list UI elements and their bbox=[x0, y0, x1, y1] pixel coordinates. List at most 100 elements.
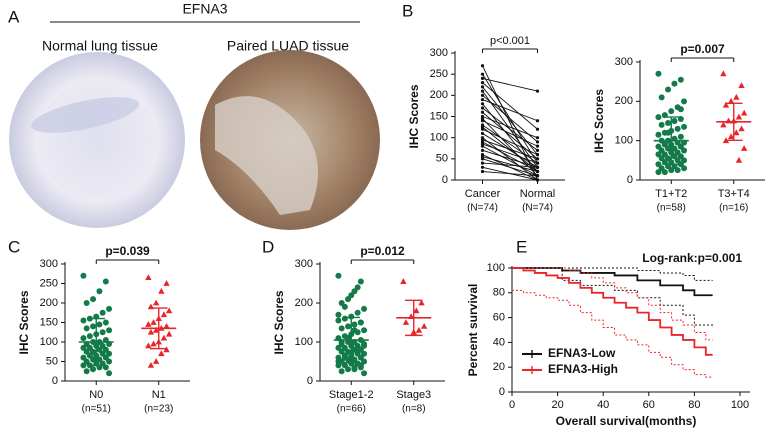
panel-letter: D bbox=[262, 237, 274, 256]
data-point bbox=[86, 333, 93, 340]
data-point bbox=[150, 319, 157, 325]
pair-point bbox=[535, 148, 540, 152]
data-point bbox=[158, 287, 165, 294]
tissue-detail bbox=[215, 96, 318, 215]
pair-line bbox=[482, 116, 538, 139]
y-tick-label: 200 bbox=[40, 297, 58, 309]
y-tick-label: 100 bbox=[295, 336, 313, 348]
x-tick-label: Stage1-2 bbox=[329, 389, 374, 401]
pair-point bbox=[480, 165, 485, 169]
data-point bbox=[152, 299, 160, 306]
data-point bbox=[106, 358, 113, 365]
data-point bbox=[80, 362, 87, 369]
y-tick-label: 300 bbox=[40, 258, 58, 270]
data-point bbox=[413, 307, 420, 314]
data-point bbox=[727, 97, 735, 104]
pair-point bbox=[535, 178, 540, 182]
data-point bbox=[674, 125, 681, 132]
x-tick-label: N0 bbox=[89, 389, 103, 401]
y-tick-label: 150 bbox=[430, 110, 448, 122]
data-point bbox=[335, 358, 342, 365]
pair-point bbox=[480, 161, 485, 165]
panel-letter: C bbox=[8, 237, 20, 256]
y-tick-label: 0 bbox=[52, 375, 58, 387]
pair-line bbox=[482, 156, 538, 172]
data-point bbox=[415, 326, 423, 333]
data-point bbox=[677, 76, 684, 83]
y-tick-label: 300 bbox=[615, 56, 633, 68]
data-point bbox=[348, 313, 355, 320]
data-point bbox=[335, 311, 342, 318]
data-point bbox=[354, 284, 361, 291]
data-point bbox=[90, 366, 97, 373]
pair-point bbox=[535, 127, 540, 131]
y-tick-label: 250 bbox=[430, 68, 448, 80]
pair-point bbox=[535, 157, 540, 161]
p-value: p=0.007 bbox=[680, 42, 725, 56]
pair-point bbox=[480, 81, 485, 85]
data-point bbox=[658, 94, 665, 101]
p-value: p=0.012 bbox=[360, 244, 405, 258]
data-point bbox=[720, 70, 727, 77]
data-point bbox=[165, 330, 173, 337]
data-point bbox=[335, 317, 342, 324]
data-point bbox=[418, 299, 425, 306]
pair-point bbox=[480, 169, 485, 174]
x-tick-label: Normal bbox=[520, 188, 555, 200]
y-tick-label: 0 bbox=[499, 386, 505, 398]
pair-point bbox=[480, 110, 485, 114]
pair-point bbox=[480, 119, 485, 123]
legend-label: EFNA3-High bbox=[548, 362, 618, 376]
data-point bbox=[341, 315, 348, 322]
pair-point bbox=[480, 148, 485, 152]
data-point bbox=[341, 354, 348, 361]
pair-point bbox=[535, 89, 540, 93]
data-point bbox=[160, 334, 168, 341]
survival-curve bbox=[512, 267, 713, 356]
data-point bbox=[733, 94, 740, 100]
x-tick-label: N1 bbox=[152, 389, 166, 401]
pair-point bbox=[480, 127, 485, 131]
data-point bbox=[361, 305, 368, 312]
data-point bbox=[158, 350, 165, 357]
data-point bbox=[361, 342, 368, 349]
data-point bbox=[677, 133, 684, 140]
y-tick-label: 200 bbox=[615, 95, 633, 107]
confidence-band bbox=[512, 267, 714, 328]
data-point bbox=[348, 292, 355, 299]
data-point bbox=[738, 125, 745, 132]
confidence-band bbox=[512, 267, 713, 281]
data-point bbox=[727, 133, 735, 140]
data-point bbox=[740, 145, 748, 151]
data-point bbox=[681, 123, 688, 130]
y-tick-label: 60 bbox=[493, 312, 505, 324]
data-point bbox=[83, 300, 90, 306]
pair-point bbox=[480, 131, 485, 136]
normal-tissue-image bbox=[9, 52, 185, 228]
data-point bbox=[106, 327, 113, 334]
x-count-label: (n=16) bbox=[719, 203, 748, 214]
data-point bbox=[147, 362, 155, 368]
x-tick-label: 0 bbox=[509, 399, 515, 411]
x-tick-label: 60 bbox=[643, 399, 655, 411]
data-point bbox=[338, 325, 345, 332]
pair-line bbox=[482, 120, 538, 147]
data-point bbox=[160, 311, 168, 318]
pair-point bbox=[535, 119, 540, 123]
x-count-label: (n=23) bbox=[144, 404, 173, 415]
pair-line bbox=[482, 133, 538, 168]
data-point bbox=[677, 106, 684, 113]
pair-point bbox=[535, 174, 540, 178]
data-point bbox=[152, 358, 160, 364]
pair-line bbox=[482, 77, 538, 92]
y-tick-label: 100 bbox=[487, 262, 505, 274]
x-tick-label: T3+T4 bbox=[718, 188, 750, 200]
data-point bbox=[338, 368, 345, 375]
x-tick-label: 20 bbox=[551, 399, 563, 411]
pair-point bbox=[535, 144, 540, 148]
pair-line bbox=[482, 145, 538, 177]
right-label: Paired LUAD tissue bbox=[227, 38, 349, 54]
x-count-label: (N=74) bbox=[522, 203, 553, 214]
pair-point bbox=[480, 97, 485, 102]
data-point bbox=[720, 121, 727, 128]
